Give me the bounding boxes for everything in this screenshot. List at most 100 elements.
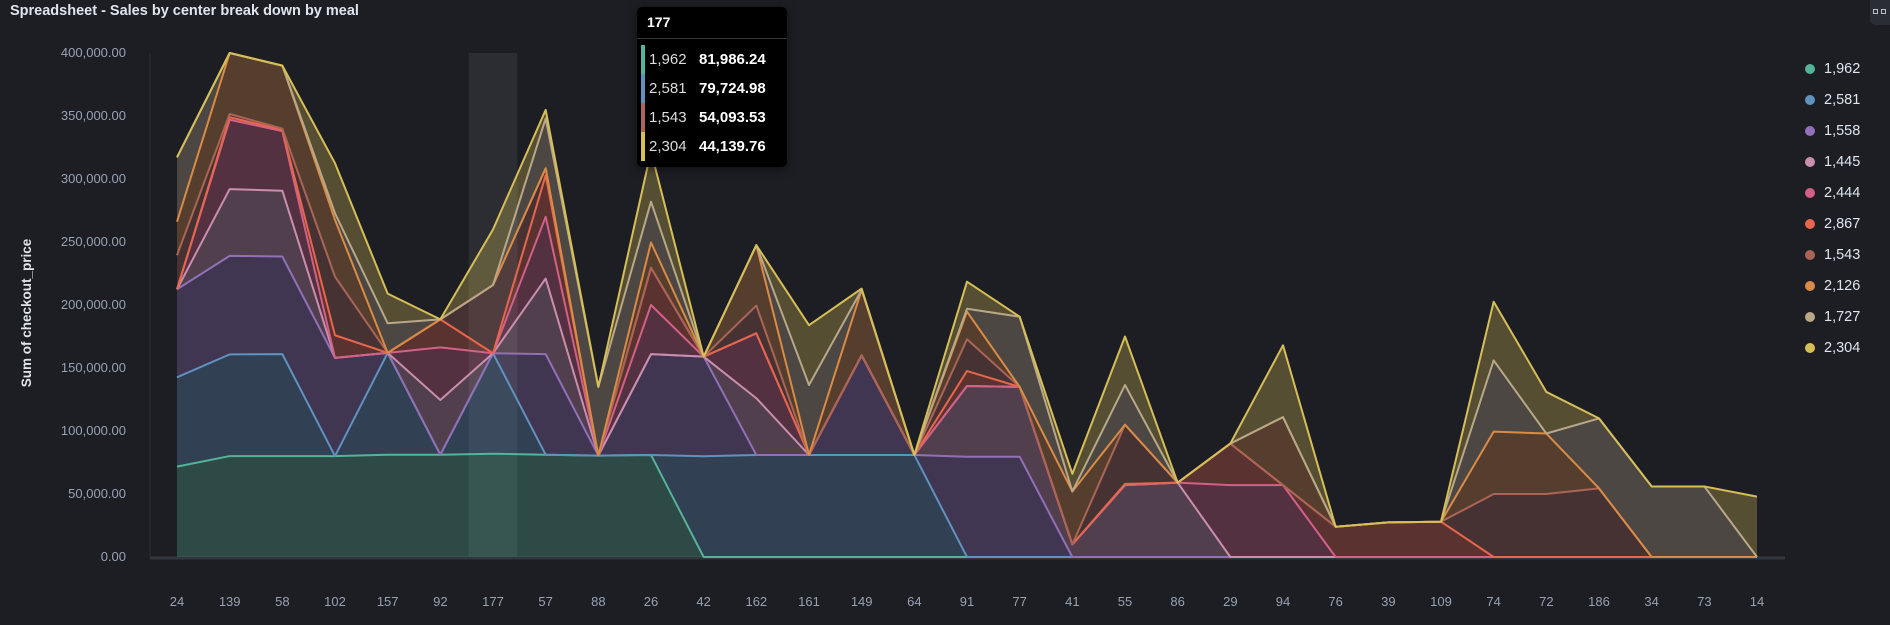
- tooltip-row: 2,304 44,139.76: [641, 132, 787, 161]
- tooltip-series-value: 79,724.98: [699, 80, 766, 97]
- legend-item[interactable]: 2,444: [1805, 177, 1860, 208]
- legend-label: 2,581: [1824, 91, 1861, 108]
- x-tick-label: 34: [1644, 594, 1658, 609]
- legend-item[interactable]: 2,126: [1805, 270, 1860, 301]
- tooltip-series-value: 81,986.24: [699, 51, 766, 68]
- legend-label: 2,444: [1824, 184, 1861, 201]
- panel-title: Spreadsheet - Sales by center break down…: [10, 3, 359, 19]
- x-tick-label: 86: [1170, 594, 1184, 609]
- x-tick-label: 109: [1430, 594, 1452, 609]
- tooltip-series-value: 44,139.76: [699, 138, 766, 155]
- legend-item[interactable]: 2,581: [1805, 84, 1860, 115]
- legend-color-dot-icon: [1805, 94, 1815, 105]
- x-tick-label: 161: [798, 594, 820, 609]
- x-tick-label: 77: [1012, 594, 1026, 609]
- area-series-1962[interactable]: [177, 453, 1757, 557]
- x-tick-label: 39: [1381, 594, 1395, 609]
- y-tick-label: 50,000.00: [68, 486, 126, 501]
- chart-legend: 1,962 2,581 1,558 1,445 2,444 2,867 1,543 2,126…: [1805, 53, 1860, 363]
- panel-options-icon: [1881, 9, 1886, 14]
- legend-color-dot-icon: [1805, 342, 1815, 353]
- legend-item[interactable]: 1,962: [1805, 53, 1860, 84]
- legend-color-dot-icon: [1805, 187, 1815, 198]
- legend-item[interactable]: 1,558: [1805, 115, 1860, 146]
- legend-label: 1,962: [1824, 60, 1861, 77]
- legend-label: 1,558: [1824, 122, 1861, 139]
- y-tick-label: 400,000.00: [61, 45, 126, 60]
- x-tick-label: 177: [482, 594, 504, 609]
- legend-color-dot-icon: [1805, 63, 1815, 74]
- legend-label: 2,867: [1824, 215, 1861, 232]
- x-tick-label: 74: [1486, 594, 1500, 609]
- tooltip-row: 1,962 81,986.24: [641, 45, 787, 74]
- panel-options-icon: [1873, 9, 1878, 14]
- x-tick-label: 64: [907, 594, 921, 609]
- legend-item[interactable]: 2,304: [1805, 332, 1860, 363]
- y-tick-label: 0.00: [101, 549, 126, 564]
- x-tick-label: 57: [538, 594, 552, 609]
- x-tick-label: 58: [275, 594, 289, 609]
- y-tick-label: 350,000.00: [61, 108, 126, 123]
- tooltip-series-value: 54,093.53: [699, 109, 766, 126]
- legend-color-dot-icon: [1805, 218, 1815, 229]
- tooltip-series-name: 2,581: [649, 80, 687, 97]
- legend-label: 1,543: [1824, 246, 1861, 263]
- y-tick-label: 250,000.00: [61, 234, 126, 249]
- x-tick-label: 55: [1118, 594, 1132, 609]
- legend-item[interactable]: 1,445: [1805, 146, 1860, 177]
- y-tick-label: 100,000.00: [61, 423, 126, 438]
- x-tick-label: 41: [1065, 594, 1079, 609]
- x-tick-label: 186: [1588, 594, 1610, 609]
- y-tick-label: 200,000.00: [61, 297, 126, 312]
- x-tick-label: 26: [644, 594, 658, 609]
- y-tick-label: 150,000.00: [61, 360, 126, 375]
- x-tick-label: 157: [377, 594, 399, 609]
- x-tick-label: 42: [696, 594, 710, 609]
- tooltip-series-name: 1,543: [649, 109, 687, 126]
- y-tick-label: 300,000.00: [61, 171, 126, 186]
- tooltip-series-color-bar: [641, 45, 645, 74]
- legend-label: 2,304: [1824, 339, 1861, 356]
- x-tick-label: 72: [1539, 594, 1553, 609]
- tooltip-header: 177: [637, 7, 787, 39]
- legend-item[interactable]: 1,727: [1805, 301, 1860, 332]
- x-tick-label: 91: [960, 594, 974, 609]
- chart-tooltip: 177 1,962 81,986.24 2,581 79,724.98 1,543 54,…: [637, 7, 787, 167]
- legend-label: 1,727: [1824, 308, 1861, 325]
- legend-item[interactable]: 1,543: [1805, 239, 1860, 270]
- legend-color-dot-icon: [1805, 249, 1815, 260]
- legend-item[interactable]: 2,867: [1805, 208, 1860, 239]
- tooltip-series-color-bar: [641, 74, 645, 103]
- tooltip-row: 2,581 79,724.98: [641, 74, 787, 103]
- x-tick-label: 149: [851, 594, 873, 609]
- x-tick-label: 76: [1328, 594, 1342, 609]
- legend-color-dot-icon: [1805, 125, 1815, 136]
- x-tick-label: 94: [1276, 594, 1290, 609]
- panel-options-button[interactable]: [1870, 0, 1890, 25]
- hover-highlight-band: [468, 53, 518, 557]
- legend-label: 2,126: [1824, 277, 1861, 294]
- x-tick-label: 88: [591, 594, 605, 609]
- x-tick-label: 92: [433, 594, 447, 609]
- legend-color-dot-icon: [1805, 280, 1815, 291]
- x-tick-label: 29: [1223, 594, 1237, 609]
- x-tick-label: 24: [170, 594, 184, 609]
- area-series-2304[interactable]: [177, 53, 1757, 557]
- legend-color-dot-icon: [1805, 311, 1815, 322]
- x-tick-label: 73: [1697, 594, 1711, 609]
- x-tick-label: 14: [1750, 594, 1764, 609]
- y-axis-title: Sum of checkout_price: [19, 238, 34, 387]
- area-series-1543[interactable]: [177, 113, 1757, 557]
- tooltip-series-name: 1,962: [649, 51, 687, 68]
- tooltip-series-color-bar: [641, 103, 645, 132]
- line-series-2304[interactable]: [176, 52, 1758, 528]
- tooltip-series-name: 2,304: [649, 138, 687, 155]
- area-series-1558[interactable]: [177, 255, 1757, 558]
- tooltip-series-color-bar: [641, 132, 645, 161]
- x-tick-label: 162: [745, 594, 767, 609]
- legend-color-dot-icon: [1805, 156, 1815, 167]
- tooltip-row: 1,543 54,093.53: [641, 103, 787, 132]
- legend-label: 1,445: [1824, 153, 1861, 170]
- x-tick-label: 102: [324, 594, 346, 609]
